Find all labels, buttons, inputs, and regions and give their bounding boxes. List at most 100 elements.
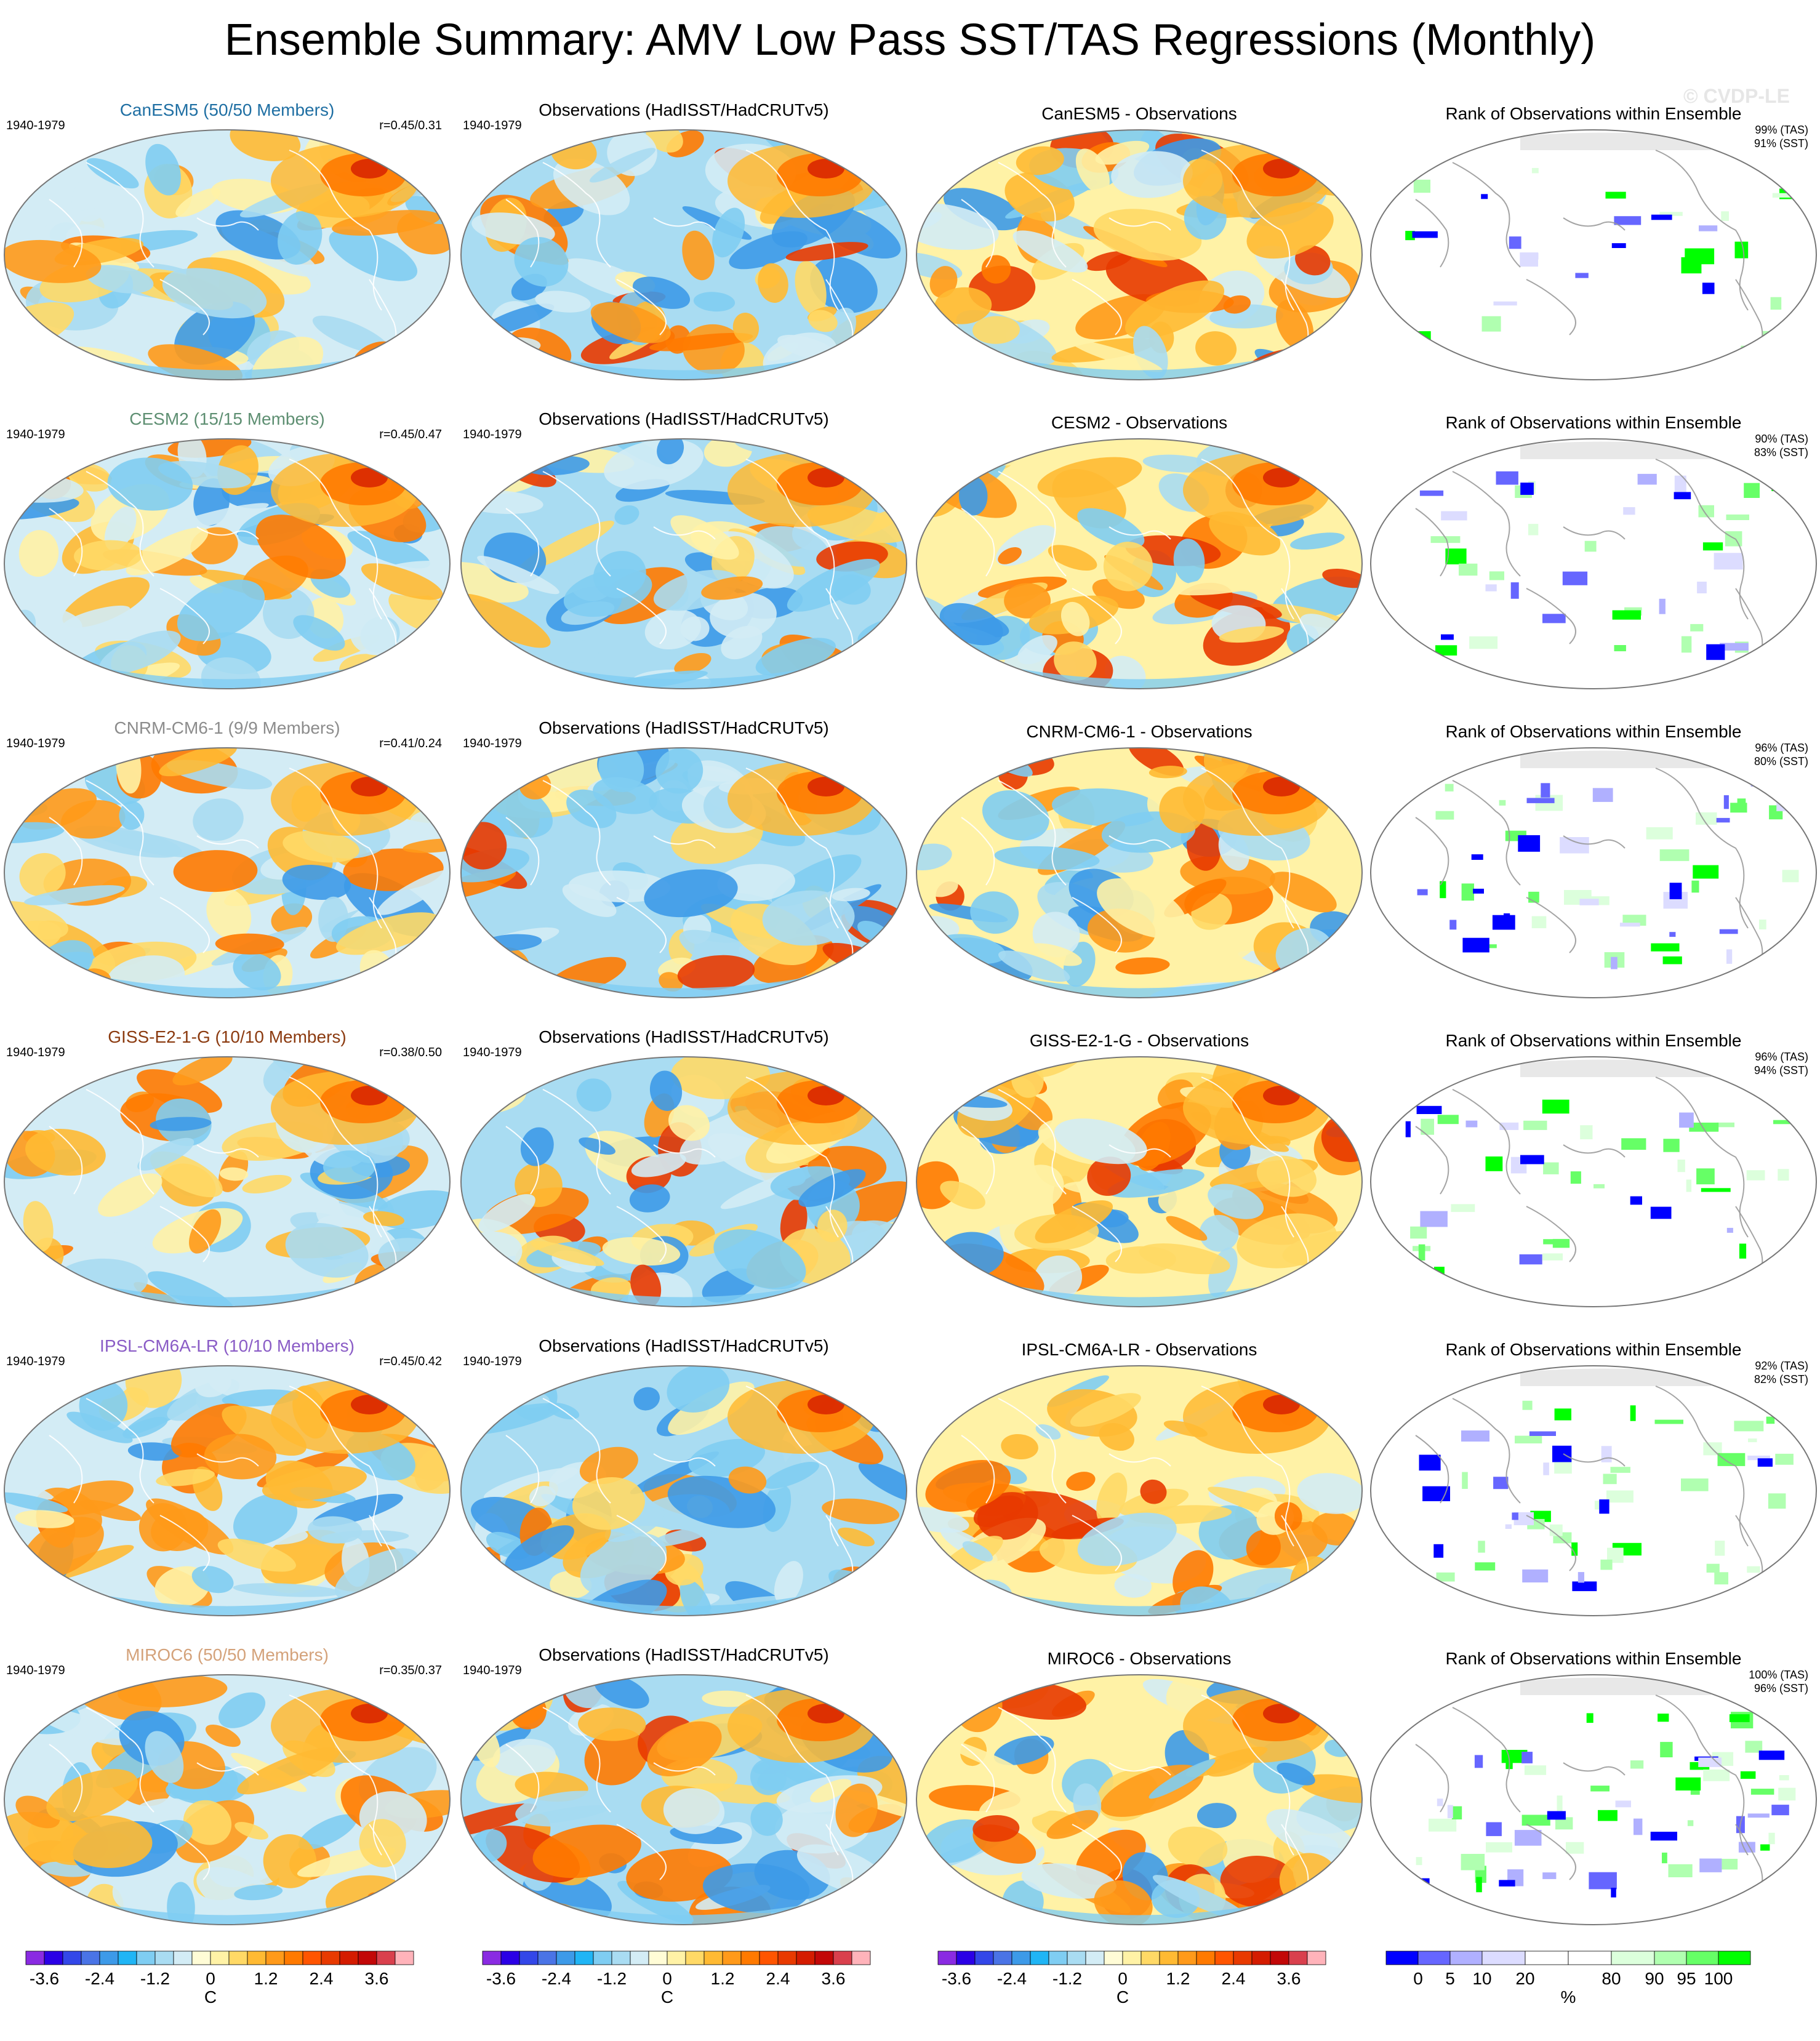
obs-title: Observations (HadISST/HadCRUTv5) — [539, 100, 829, 119]
colorbar-tick-label: 0 — [1118, 1969, 1128, 1988]
rank-sst: 80% (SST) — [1754, 755, 1808, 768]
colorbar-swatch — [228, 1951, 248, 1965]
obs-map — [460, 438, 907, 689]
model-map — [4, 1056, 451, 1307]
colorbar-swatch — [376, 1951, 396, 1965]
colorbar-swatch — [1196, 1951, 1216, 1965]
model-title: CNRM-CM6-1 (9/9 Members) — [114, 718, 340, 737]
colorbar-swatch — [1104, 1951, 1123, 1965]
obs-title: Observations (HadISST/HadCRUTv5) — [539, 409, 829, 428]
rank-tas: 92% (TAS) — [1755, 1360, 1808, 1372]
rank-panel: Rank of Observations within Ensemble 100%… — [1366, 1627, 1820, 1936]
colorbar-tick-label: 2.4 — [766, 1969, 790, 1988]
colorbar-tick-label: 3.6 — [822, 1969, 846, 1988]
colorbar-swatch — [154, 1951, 174, 1965]
colorbar-tick-label: 3.6 — [1277, 1969, 1301, 1988]
pattern-correlation: r=0.45/0.47 — [379, 428, 442, 441]
colorbar-rank: 0 5 10 20 80 90 95 100% — [1368, 1944, 1798, 2036]
rank-map — [1370, 438, 1817, 689]
colorbar-swatch — [556, 1951, 575, 1965]
colorbar-swatch — [302, 1951, 322, 1965]
obs-map — [460, 1674, 907, 1925]
colorbar-swatch — [1030, 1951, 1049, 1965]
colorbar-tick-label: 20 — [1515, 1969, 1534, 1988]
rank-sst: 91% (SST) — [1754, 137, 1808, 150]
colorbar-tick-label: -1.2 — [597, 1969, 627, 1988]
colorbar-tick-label: 0 — [206, 1969, 215, 1988]
colorbar-swatch — [814, 1951, 834, 1965]
rank-tas: 90% (TAS) — [1755, 433, 1808, 445]
rank-sst: 83% (SST) — [1754, 446, 1808, 459]
diff-panel: CanESM5 - Observations — [912, 82, 1366, 391]
period-label: 1940-1979 — [463, 1664, 522, 1677]
model-map — [4, 129, 451, 380]
colorbar-swatch — [648, 1951, 668, 1965]
obs-panel: Observations (HadISST/HadCRUTv5) 1940-197… — [457, 1627, 911, 1936]
colorbar-swatch — [593, 1951, 612, 1965]
rank-panel: Rank of Observations within Ensemble 92% … — [1366, 1318, 1820, 1627]
colorbar-swatch — [1718, 1951, 1751, 1965]
colorbar-swatch — [777, 1951, 797, 1965]
colorbar-swatch — [1449, 1951, 1483, 1965]
rank-title: Rank of Observations within Ensemble — [1445, 1340, 1742, 1359]
colorbar-swatch — [247, 1951, 267, 1965]
diff-title: MIROC6 - Observations — [1047, 1649, 1232, 1668]
colorbar-swatch — [1141, 1951, 1160, 1965]
model-panel: CNRM-CM6-1 (9/9 Members) 1940-1979 r=0.41/… — [0, 700, 454, 1009]
rank-tas: 100% (TAS) — [1749, 1669, 1808, 1681]
diff-panel: CESM2 - Observations — [912, 391, 1366, 700]
model-title: CanESM5 (50/50 Members) — [119, 100, 335, 119]
colorbar-swatch — [1270, 1951, 1289, 1965]
colorbar-swatch — [1481, 1951, 1526, 1965]
rank-map — [1370, 1056, 1817, 1307]
colorbar-unit: % — [1561, 1987, 1576, 2007]
colorbar-swatch — [993, 1951, 1012, 1965]
rank-panel: Rank of Observations within Ensemble 99% … — [1366, 82, 1820, 391]
colorbar-swatch — [1085, 1951, 1105, 1965]
model-title: MIROC6 (50/50 Members) — [126, 1645, 329, 1664]
colorbar-swatch — [265, 1951, 285, 1965]
main-title: Ensemble Summary: AMV Low Pass SST/TAS R… — [224, 15, 1596, 65]
colorbar-tick-label: 100 — [1704, 1969, 1733, 1988]
colorbar-swatch — [1417, 1951, 1451, 1965]
period-label: 1940-1979 — [463, 428, 522, 441]
colorbar-swatch — [62, 1951, 82, 1965]
rank-panel: Rank of Observations within Ensemble 96% … — [1366, 1009, 1820, 1318]
colorbar-swatch — [339, 1951, 359, 1965]
rank-tas: 99% (TAS) — [1755, 124, 1808, 136]
rank-panel: Rank of Observations within Ensemble 90% … — [1366, 391, 1820, 700]
rank-title: Rank of Observations within Ensemble — [1445, 1649, 1742, 1668]
colorbar-swatch — [851, 1951, 871, 1965]
diff-map — [916, 129, 1363, 380]
colorbar-unit: C — [661, 1987, 673, 2007]
colorbar-diff: -3.6 -2.4 -1.2 0 1.2 2.4 3.6 C — [920, 1944, 1338, 2036]
period-label: 1940-1979 — [6, 737, 65, 750]
colorbar-swatch — [685, 1951, 705, 1965]
model-map — [4, 747, 451, 998]
model-panel: IPSL-CM6A-LR (10/10 Members) 1940-1979 r=0… — [0, 1318, 454, 1627]
colorbar-swatch — [1307, 1951, 1326, 1965]
rank-title: Rank of Observations within Ensemble — [1445, 413, 1742, 432]
colorbar-swatch — [395, 1951, 414, 1965]
colorbar-swatch — [704, 1951, 723, 1965]
rank-tas: 96% (TAS) — [1755, 742, 1808, 754]
colorbar-swatch — [537, 1951, 557, 1965]
model-map — [4, 1674, 451, 1925]
colorbar-swatch — [1288, 1951, 1308, 1965]
colorbar-swatch — [500, 1951, 520, 1965]
diff-title: CESM2 - Observations — [1051, 413, 1228, 432]
colorbar-swatch — [833, 1951, 852, 1965]
colorbar-obs: -3.6 -2.4 -1.2 0 1.2 2.4 3.6 C — [464, 1944, 883, 2036]
colorbar-swatch — [1122, 1951, 1142, 1965]
colorbar-swatch — [1011, 1951, 1031, 1965]
rank-sst: 82% (SST) — [1754, 1373, 1808, 1385]
colorbar-tick-label: -3.6 — [30, 1969, 59, 1988]
rank-sst: 96% (SST) — [1754, 1682, 1808, 1694]
diff-panel: CNRM-CM6-1 - Observations — [912, 700, 1366, 1009]
obs-title: Observations (HadISST/HadCRUTv5) — [539, 718, 829, 737]
colorbar-swatch — [796, 1951, 816, 1965]
colorbar-swatch — [482, 1951, 502, 1965]
period-label: 1940-1979 — [463, 1355, 522, 1368]
diff-panel: IPSL-CM6A-LR - Observations — [912, 1318, 1366, 1627]
colorbar-swatch — [118, 1951, 137, 1965]
